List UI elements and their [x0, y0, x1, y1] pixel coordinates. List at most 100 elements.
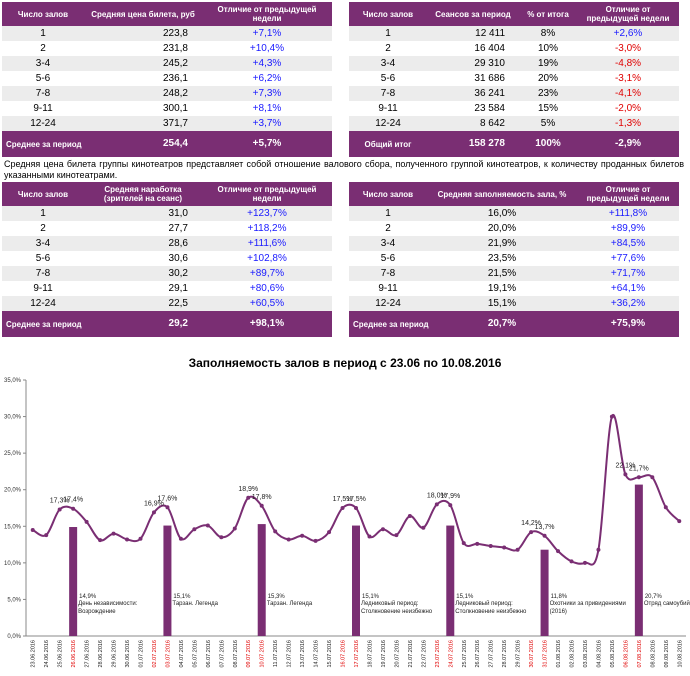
- table-row: 3-4 28,6 +111,6%: [2, 236, 332, 251]
- data-point: [677, 519, 682, 524]
- table-row: 1 16,0% +111,8%: [349, 206, 679, 221]
- x-tick-label: 30.07.2016: [529, 640, 535, 668]
- header-sessions: Сеансов за период: [427, 2, 519, 26]
- x-tick-label: 30.06.2016: [125, 640, 131, 668]
- table-cell: 245,2: [84, 56, 202, 71]
- data-point: [340, 506, 345, 510]
- table-header: Число залов Средняя цена билета, руб Отл…: [2, 2, 332, 26]
- data-point: [421, 525, 426, 530]
- table-cell: +8,1%: [202, 101, 332, 116]
- data-point: [313, 538, 318, 543]
- header-share: % от итога: [519, 2, 577, 26]
- data-point: [502, 545, 507, 550]
- bar-film-label: Отряд самоубийц: [643, 600, 690, 607]
- x-tick-label: 27.07.2016: [489, 640, 495, 668]
- chart-title: Заполняемость залов в период с 23.06 по …: [188, 356, 502, 370]
- avg-viewers-table: Число залов Средняя наработка (зрителей …: [2, 182, 332, 337]
- header-diff: Отличие от предыдущей недели: [202, 182, 332, 206]
- bar-value-label: 15,1%: [173, 594, 191, 600]
- x-tick-label: 07.08.2016: [637, 640, 643, 668]
- table-cell: +64,1%: [577, 281, 679, 296]
- table-row: 1 12 411 8% +2,6%: [349, 26, 679, 41]
- table-cell: -3,0%: [577, 41, 679, 56]
- table-total-cell: Общий итог: [349, 131, 427, 157]
- table-cell: +10,4%: [202, 41, 332, 56]
- table-cell: +71,7%: [577, 266, 679, 281]
- header-halls: Число залов: [349, 2, 427, 26]
- table-row: 9-11 23 584 15% -2,0%: [349, 101, 679, 116]
- point-value-label: 17,4%: [63, 497, 83, 504]
- table-total-cell: +75,9%: [577, 311, 679, 337]
- x-tick-label: 13.07.2016: [300, 640, 306, 668]
- table-total-cell: +98,1%: [202, 311, 332, 337]
- x-tick-label: 25.06.2016: [58, 640, 64, 668]
- data-point: [650, 475, 655, 480]
- table-cell: 20%: [519, 71, 577, 86]
- point-value-label: 17,5%: [333, 496, 353, 503]
- x-tick-label: 11.07.2016: [273, 640, 279, 667]
- table-cell: 12-24: [349, 296, 427, 311]
- table-cell: 19%: [519, 56, 577, 71]
- data-point: [259, 503, 264, 508]
- data-point: [165, 505, 170, 510]
- y-tick-label: 5,0%: [7, 597, 21, 603]
- y-tick-label: 35,0%: [4, 378, 22, 384]
- table-cell: +3,7%: [202, 116, 332, 131]
- x-tick-label: 06.07.2016: [206, 640, 212, 668]
- sessions-table: Число залов Сеансов за период % от итога…: [349, 2, 679, 157]
- data-point: [327, 530, 332, 535]
- x-tick-label: 15.07.2016: [327, 640, 333, 668]
- table-cell: -2,0%: [577, 101, 679, 116]
- point-value-label: 16,9%: [144, 500, 164, 507]
- data-point: [205, 523, 210, 528]
- bar-film-label: Тарзан. Легенда: [172, 600, 218, 607]
- header-diff: Отличие от предыдущей недели: [577, 182, 679, 206]
- data-point: [125, 537, 130, 542]
- data-point: [636, 475, 641, 480]
- data-point: [380, 527, 385, 532]
- table-cell: 7-8: [349, 86, 427, 101]
- data-point: [71, 506, 76, 511]
- table-row: 1 223,8 +7,1%: [2, 26, 332, 41]
- table-cell: 3-4: [349, 236, 427, 251]
- x-tick-label: 09.07.2016: [246, 640, 252, 668]
- x-tick-label: 23.07.2016: [435, 640, 441, 668]
- table-cell: 3-4: [2, 56, 84, 71]
- x-tick-label: 02.07.2016: [152, 640, 158, 668]
- bar-film-wrap: Отряд самоубийц: [643, 600, 690, 607]
- table-row: 9-11 29,1 +80,6%: [2, 281, 332, 296]
- bar-film-wrap: Тарзан. Легенда: [266, 600, 313, 607]
- data-point: [300, 533, 305, 538]
- x-tick-label: 21.07.2016: [408, 640, 414, 668]
- table-cell: +89,9%: [577, 221, 679, 236]
- table-cell: -4,1%: [577, 86, 679, 101]
- data-point: [367, 534, 372, 539]
- table-cell: 7-8: [2, 86, 84, 101]
- bar-value-label: 11,8%: [551, 594, 568, 600]
- bar-film-wrap: Ледниковый период: Столкновение неизбежн…: [361, 601, 432, 615]
- table-cell: 9-11: [349, 101, 427, 116]
- table-cell: -1,3%: [577, 116, 679, 131]
- point-value-label: 13,7%: [535, 524, 555, 531]
- header-diff: Отличие от предыдущей недели: [577, 2, 679, 26]
- table-cell: 12 411: [427, 26, 519, 41]
- data-point: [44, 533, 49, 538]
- x-tick-label: 10.08.2016: [677, 640, 683, 668]
- table-cell: 22,5: [84, 296, 202, 311]
- table-cell: +7,3%: [202, 86, 332, 101]
- table-total-row: Общий итог 158 278 100% -2,9%: [349, 131, 679, 157]
- data-point: [151, 510, 156, 515]
- table-cell: 30,2: [84, 266, 202, 281]
- bar-film-label: Ледниковый период: Столкновение неизбежн…: [455, 600, 527, 615]
- table-cell: 8%: [519, 26, 577, 41]
- bar-value-label: 20,7%: [645, 594, 663, 600]
- bar-film-label: Тарзан. Легенда: [266, 600, 313, 607]
- table-header: Число залов Сеансов за период % от итога…: [349, 2, 679, 26]
- table-cell: 15,1%: [427, 296, 577, 311]
- data-point: [98, 538, 103, 543]
- table-row: 5-6 236,1 +6,2%: [2, 71, 332, 86]
- table-cell: +7,1%: [202, 26, 332, 41]
- point-value-label: 18,0%: [427, 492, 447, 499]
- table-total-row: Среднее за период 254,4 +5,7%: [2, 131, 332, 157]
- x-tick-label: 08.08.2016: [650, 640, 656, 668]
